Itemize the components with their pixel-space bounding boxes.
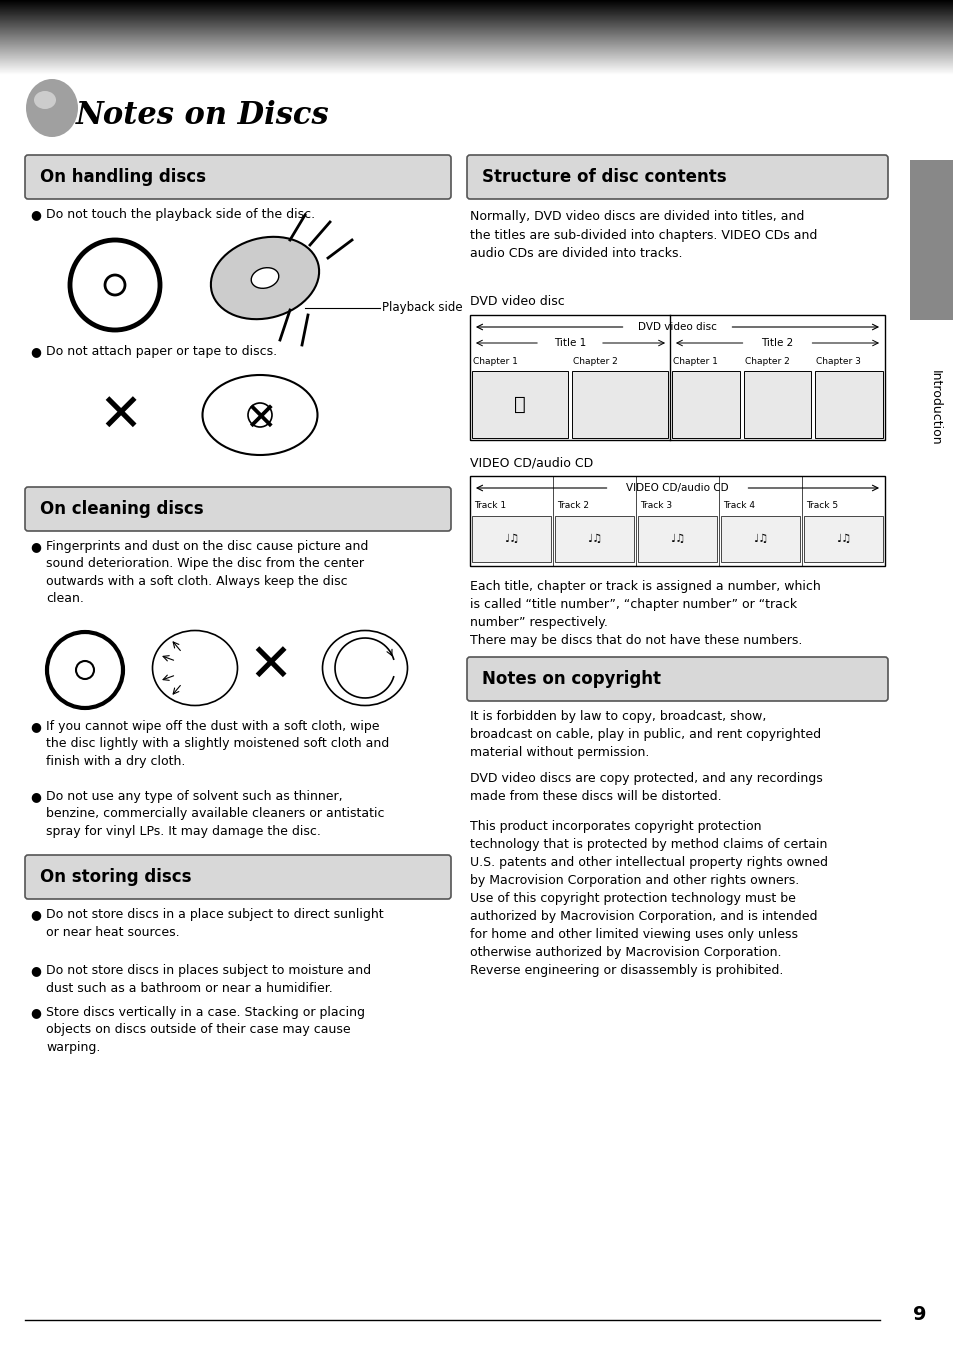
Bar xyxy=(720,516,800,562)
FancyBboxPatch shape xyxy=(467,155,887,200)
Text: ✕: ✕ xyxy=(98,390,142,442)
Bar xyxy=(470,476,884,566)
Text: It is forbidden by law to copy, broadcast, show,
broadcast on cable, play in pub: It is forbidden by law to copy, broadcas… xyxy=(470,710,821,759)
Text: Chapter 1: Chapter 1 xyxy=(473,357,517,367)
Text: Do not touch the playback side of the disc.: Do not touch the playback side of the di… xyxy=(46,208,314,221)
Text: ●: ● xyxy=(30,964,41,977)
Text: VIDEO CD/audio CD: VIDEO CD/audio CD xyxy=(470,456,593,469)
Bar xyxy=(743,371,810,438)
Bar xyxy=(815,371,882,438)
Text: Normally, DVD video discs are divided into titles, and
the titles are sub-divide: Normally, DVD video discs are divided in… xyxy=(470,210,817,260)
Ellipse shape xyxy=(322,631,407,705)
Text: ⛵: ⛵ xyxy=(514,395,525,414)
Bar xyxy=(470,315,884,439)
Text: 9: 9 xyxy=(912,1305,925,1325)
Text: Structure of disc contents: Structure of disc contents xyxy=(481,168,726,186)
Text: ♩♫: ♩♫ xyxy=(752,534,767,545)
Ellipse shape xyxy=(152,631,237,705)
Text: ●: ● xyxy=(30,208,41,221)
Text: VIDEO CD/audio CD: VIDEO CD/audio CD xyxy=(625,483,728,493)
Text: Chapter 3: Chapter 3 xyxy=(816,357,861,367)
Text: Chapter 1: Chapter 1 xyxy=(672,357,717,367)
Bar xyxy=(472,516,551,562)
FancyBboxPatch shape xyxy=(25,155,451,200)
Bar xyxy=(803,516,882,562)
Text: Chapter 2: Chapter 2 xyxy=(573,357,618,367)
Text: Title 1: Title 1 xyxy=(554,338,585,348)
Bar xyxy=(909,160,953,319)
Ellipse shape xyxy=(211,237,319,319)
Text: Do not store discs in a place subject to direct sunlight
or near heat sources.: Do not store discs in a place subject to… xyxy=(46,909,383,938)
Bar xyxy=(671,371,739,438)
Ellipse shape xyxy=(251,268,278,288)
Text: Do not use any type of solvent such as thinner,
benzine, commercially available : Do not use any type of solvent such as t… xyxy=(46,790,384,838)
Text: Do not store discs in places subject to moisture and
dust such as a bathroom or : Do not store discs in places subject to … xyxy=(46,964,371,995)
Text: ♩♫: ♩♫ xyxy=(669,534,684,545)
Text: ●: ● xyxy=(30,720,41,733)
Text: On cleaning discs: On cleaning discs xyxy=(40,500,203,518)
Text: Notes on copyright: Notes on copyright xyxy=(481,670,660,687)
Text: This product incorporates copyright protection
technology that is protected by m: This product incorporates copyright prot… xyxy=(470,820,827,977)
Ellipse shape xyxy=(34,92,56,109)
Text: ●: ● xyxy=(30,541,41,553)
Text: ✕: ✕ xyxy=(248,640,292,692)
Ellipse shape xyxy=(202,375,317,456)
Bar xyxy=(555,516,634,562)
Bar xyxy=(638,516,717,562)
Text: Track 3: Track 3 xyxy=(639,501,672,510)
Text: Introduction: Introduction xyxy=(927,369,941,446)
Text: ●: ● xyxy=(30,909,41,921)
Text: ✕: ✕ xyxy=(243,400,276,438)
Text: ♩♫: ♩♫ xyxy=(586,534,601,545)
Text: ●: ● xyxy=(30,790,41,803)
Ellipse shape xyxy=(26,80,78,137)
Text: Notes on Discs: Notes on Discs xyxy=(76,100,330,131)
Text: Track 2: Track 2 xyxy=(557,501,588,510)
Bar xyxy=(472,371,567,438)
FancyBboxPatch shape xyxy=(25,487,451,531)
Text: Fingerprints and dust on the disc cause picture and
sound deterioration. Wipe th: Fingerprints and dust on the disc cause … xyxy=(46,541,368,605)
Text: DVD video disc: DVD video disc xyxy=(470,295,564,307)
Text: Do not attach paper or tape to discs.: Do not attach paper or tape to discs. xyxy=(46,345,276,359)
FancyBboxPatch shape xyxy=(467,656,887,701)
Text: Playback side: Playback side xyxy=(381,302,462,314)
Text: Track 5: Track 5 xyxy=(805,501,838,510)
Text: Title 2: Title 2 xyxy=(760,338,793,348)
Text: On storing discs: On storing discs xyxy=(40,868,192,886)
Text: ♩♫: ♩♫ xyxy=(503,534,518,545)
Text: On handling discs: On handling discs xyxy=(40,168,206,186)
Text: Chapter 2: Chapter 2 xyxy=(744,357,788,367)
Text: DVD video disc: DVD video disc xyxy=(638,322,717,332)
Text: Each title, chapter or track is assigned a number, which
is called “title number: Each title, chapter or track is assigned… xyxy=(470,580,820,647)
Text: ♩♫: ♩♫ xyxy=(835,534,850,545)
Text: ●: ● xyxy=(30,1006,41,1019)
Bar xyxy=(572,371,667,438)
Text: Track 4: Track 4 xyxy=(722,501,754,510)
Text: Store discs vertically in a case. Stacking or placing
objects on discs outside o: Store discs vertically in a case. Stacki… xyxy=(46,1006,365,1054)
FancyBboxPatch shape xyxy=(25,855,451,899)
Text: Track 1: Track 1 xyxy=(474,501,506,510)
Text: ●: ● xyxy=(30,345,41,359)
Text: If you cannot wipe off the dust with a soft cloth, wipe
the disc lightly with a : If you cannot wipe off the dust with a s… xyxy=(46,720,389,768)
Text: DVD video discs are copy protected, and any recordings
made from these discs wil: DVD video discs are copy protected, and … xyxy=(470,772,821,803)
